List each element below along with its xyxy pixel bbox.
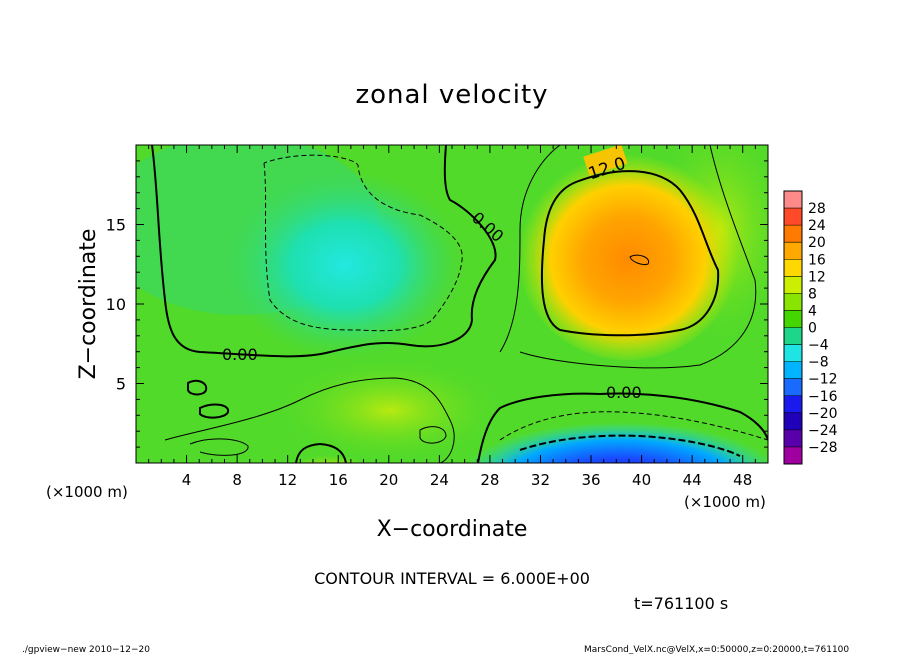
x-axis: 4 8 12 16 20 24 28 32 36 40 44 48 (148, 145, 756, 489)
y-axis-label: Z−coordinate (76, 229, 101, 380)
contour-core-inner (629, 254, 650, 265)
contour-negative-six (263, 154, 463, 332)
y-tick-label: 10 (106, 295, 126, 314)
colorbar-segment (784, 310, 802, 328)
colorbar-segment (784, 327, 802, 346)
colorbar-label: 0 (808, 321, 817, 337)
contour-negative-jet-dashed (499, 411, 768, 441)
contour-lower-left-six (189, 438, 249, 456)
y-tick-label: 15 (106, 216, 126, 235)
x-tick-label: 8 (232, 471, 242, 489)
field-positive-core (518, 150, 738, 360)
y-tick-label: 5 (116, 375, 126, 394)
x-tick-label: 48 (733, 471, 752, 489)
colorbar-label: −28 (808, 440, 838, 456)
x-tick-label: 4 (182, 471, 192, 489)
field-negative-jet (470, 400, 768, 463)
x-tick-label: 36 (581, 471, 600, 489)
y-axis: 5 10 15 (106, 160, 768, 448)
colorbar-segment (784, 276, 802, 294)
colorbar-segment (784, 259, 802, 277)
x-units-left: (×1000 m) (46, 483, 128, 501)
colorbar-label: 28 (808, 201, 826, 217)
chart-title: zonal velocity (355, 80, 548, 110)
footer-left: ./gpview−new 2010−12−20 (22, 645, 150, 654)
contour-right-six (519, 145, 757, 369)
x-tick-label: 28 (480, 471, 499, 489)
colorbar-segment (784, 412, 802, 431)
colorbar-label: −12 (808, 372, 838, 388)
x-axis-label: X−coordinate (377, 517, 528, 542)
colorbar-segment (784, 395, 802, 414)
contour-interval-text: CONTOUR INTERVAL = 6.000E+00 (314, 569, 590, 588)
colorbar-segment (784, 378, 802, 397)
x-tick-label: 20 (379, 471, 398, 489)
plot-area: 12.0 0.00 0.00 0.00 (136, 145, 768, 463)
contour-bottom-six (164, 377, 455, 463)
colorbar-label: 4 (808, 303, 817, 319)
colorbar-label: −4 (808, 338, 829, 354)
x-tick-label: 40 (632, 471, 651, 489)
colorbar-label: −20 (808, 406, 838, 422)
x-tick-label: 16 (329, 471, 348, 489)
colorbar-segment (784, 208, 802, 226)
contour-zero-left (151, 145, 497, 358)
contour-small-blob-3 (419, 426, 447, 444)
time-text: t=761100 s (634, 594, 728, 613)
colorbar-label: 24 (808, 218, 826, 234)
contour-bottom-zero-blob (295, 442, 347, 463)
x-tick-label: 12 (278, 471, 297, 489)
field-yellowgreen-bottom (280, 360, 500, 460)
colorbar-segment (784, 293, 802, 311)
colorbar-label: 20 (808, 235, 826, 251)
field-negative-core (225, 170, 465, 360)
contour-positive-six (499, 145, 561, 353)
footer-right: MarsCond_VelX.nc@VelX,x=0:50000,z=0:2000… (584, 645, 849, 654)
contour-small-blob-2 (199, 403, 230, 419)
colorbar-label: −8 (808, 355, 829, 371)
x-tick-label: 44 (683, 471, 702, 489)
x-tick-label: 24 (430, 471, 449, 489)
colorbar-segment (784, 191, 802, 209)
x-units-right: (×1000 m) (684, 493, 766, 511)
colorbar-segment (784, 225, 802, 243)
contour-negative-jet-bold (519, 434, 741, 457)
colorbar-segment (784, 242, 802, 260)
colorbar-label: 12 (808, 269, 826, 285)
colorbar-label: −16 (808, 389, 838, 405)
contour-zero-middle (477, 392, 768, 463)
contour-small-blob-1 (187, 379, 208, 396)
colorbar-segment (784, 344, 802, 363)
colorbar-segment (784, 446, 802, 465)
field-positive-bottom (282, 436, 378, 463)
contour-twelve (540, 170, 720, 337)
contour-label-zero-2: 0.00 (222, 345, 258, 364)
colorbar-label: 8 (808, 286, 817, 302)
contour-label-zero-3: 0.00 (606, 383, 642, 402)
colorbar-segment (784, 429, 802, 448)
colorbar-label: 16 (808, 252, 826, 268)
colorbar-label: −24 (808, 423, 838, 439)
colorbar-segment (784, 361, 802, 380)
x-tick-label: 32 (531, 471, 550, 489)
